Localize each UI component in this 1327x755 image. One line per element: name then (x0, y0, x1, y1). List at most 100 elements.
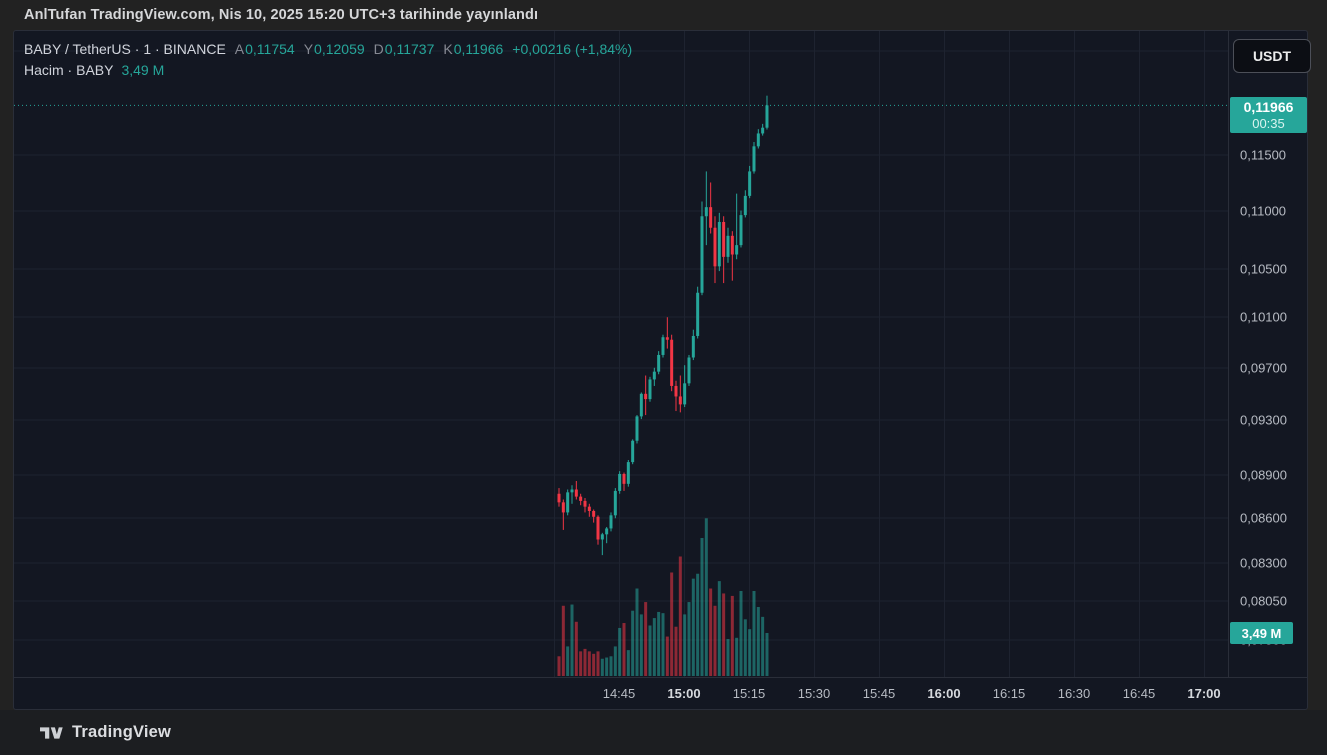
attribution-text: AnlTufan TradingView.com, Nis 10, 2025 1… (24, 7, 539, 23)
candle-body (683, 383, 687, 405)
volume-bar (756, 607, 760, 676)
candle-body (583, 500, 587, 507)
volume-bar (761, 616, 765, 676)
candle-body (635, 416, 639, 441)
time-axis-label: 16:15 (992, 686, 1026, 701)
volume-bar (596, 651, 600, 676)
time-axis-label: 16:30 (1057, 686, 1091, 701)
price-axis-label: 0,11000 (1240, 203, 1287, 219)
candle-body (687, 357, 691, 384)
bar-countdown: 00:35 (1252, 116, 1285, 131)
price-chart-canvas[interactable] (14, 31, 1228, 677)
candle-wick (606, 526, 608, 544)
candle-body (730, 235, 734, 255)
candle-body (631, 440, 635, 463)
volume-bar (583, 648, 587, 676)
volume-bar (696, 573, 700, 676)
volume-bar (639, 614, 643, 676)
candle-body (713, 227, 717, 267)
price-axis-label: 0,09700 (1240, 360, 1287, 376)
tradingview-logo-icon (40, 726, 63, 739)
candle-body (644, 393, 648, 400)
candle-body (557, 493, 561, 503)
volume-bar (722, 593, 726, 676)
candle-body (566, 492, 570, 513)
candle-body (726, 235, 730, 257)
price-axis-label: 0,08600 (1240, 510, 1287, 526)
ohlc-value: 0,12059 (314, 41, 365, 57)
candle-body (661, 337, 665, 355)
volume-bar (635, 588, 639, 676)
currency-toggle-button[interactable]: USDT (1233, 39, 1311, 73)
candle-body (717, 221, 721, 267)
candle-body (657, 354, 661, 372)
grid-lines (14, 31, 1228, 677)
volume-bar (687, 602, 691, 676)
candle-wick (679, 375, 681, 413)
ohlc-label: Y (303, 41, 314, 57)
candle-body (574, 489, 578, 497)
candle-body (743, 195, 747, 216)
volume-bar (661, 613, 665, 676)
volume-bar (683, 614, 687, 676)
volume-bar (670, 572, 674, 676)
chart-legend: BABY / TetherUS · 1 · BINANCE A0,11754 Y0,… (24, 39, 632, 81)
candle-body (709, 207, 713, 228)
candle-wick (731, 231, 733, 281)
volume-bar (592, 653, 596, 676)
candle-body (678, 396, 682, 405)
footer-bar: TradingView (0, 710, 1327, 755)
volume-bar (765, 633, 769, 676)
price-change: +0,00216 (+1,84%) (512, 41, 633, 57)
symbol-title: BABY / TetherUS · 1 · BINANCE (24, 41, 226, 57)
candle-body (739, 215, 743, 246)
last-price-value: 0,11966 (1243, 99, 1294, 115)
volume-bar (574, 621, 578, 676)
time-axis-label: 16:00 (927, 686, 961, 701)
volume-bar (743, 619, 747, 676)
time-axis-label: 15:45 (862, 686, 896, 701)
volume-bars (557, 518, 769, 676)
volume-bar (657, 611, 661, 676)
volume-bar (626, 650, 630, 676)
candle-body (626, 462, 630, 484)
volume-bar (605, 657, 609, 676)
time-axis-label: 16:45 (1122, 686, 1156, 701)
volume-bar (739, 590, 743, 676)
candle-body (592, 510, 596, 517)
volume-bar (609, 656, 613, 676)
candle-body (609, 515, 613, 529)
volume-bar (579, 651, 583, 676)
time-axis[interactable]: 14:45 15:00 15:15 15:30 15:45 16:00 16:15 16:30… (14, 677, 1307, 710)
price-axis-label: 0,08050 (1240, 593, 1287, 609)
price-axis-label: 0,10100 (1240, 309, 1287, 325)
candle-body (704, 207, 708, 217)
price-axis-label: 0,11500 (1240, 147, 1287, 163)
volume-bar (665, 636, 669, 676)
volume-bar (674, 626, 678, 676)
volume-bar (648, 625, 652, 676)
volume-bar (566, 646, 570, 676)
volume-bar (652, 618, 656, 676)
price-axis-label: 0,10500 (1240, 261, 1287, 277)
volume-bar (631, 610, 635, 676)
volume-bar (752, 590, 756, 676)
volume-bar (622, 623, 626, 676)
volume-bar (613, 646, 617, 676)
tradingview-link[interactable]: TradingView (40, 723, 171, 742)
candlesticks (557, 95, 769, 556)
candle-body (622, 473, 626, 484)
candle-body (613, 490, 617, 516)
candle-wick (666, 317, 668, 349)
price-axis-label: 0,09300 (1240, 412, 1287, 428)
volume-bar (704, 518, 708, 676)
time-axis-label: 14:45 (602, 686, 636, 701)
candle-body (670, 339, 674, 386)
volume-bar (709, 588, 713, 676)
volume-bar (587, 651, 591, 676)
volume-bar (726, 639, 730, 676)
time-axis-label: 17:00 (1187, 686, 1221, 701)
candle-wick (562, 499, 564, 530)
price-axis-label: 0,08300 (1240, 555, 1287, 571)
